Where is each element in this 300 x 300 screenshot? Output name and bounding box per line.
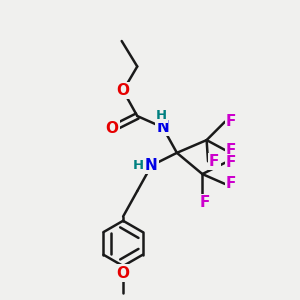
Text: F: F (226, 176, 236, 191)
Text: F: F (200, 195, 210, 210)
Text: N: N (145, 158, 158, 173)
Text: F: F (226, 155, 236, 170)
Text: O: O (105, 121, 118, 136)
Text: H: H (156, 109, 167, 122)
Text: O: O (117, 83, 130, 98)
Text: H: H (132, 159, 143, 172)
Text: O: O (117, 266, 130, 280)
Text: N: N (156, 120, 169, 135)
Text: F: F (226, 114, 236, 129)
Text: F: F (226, 142, 236, 158)
Text: F: F (209, 154, 219, 169)
